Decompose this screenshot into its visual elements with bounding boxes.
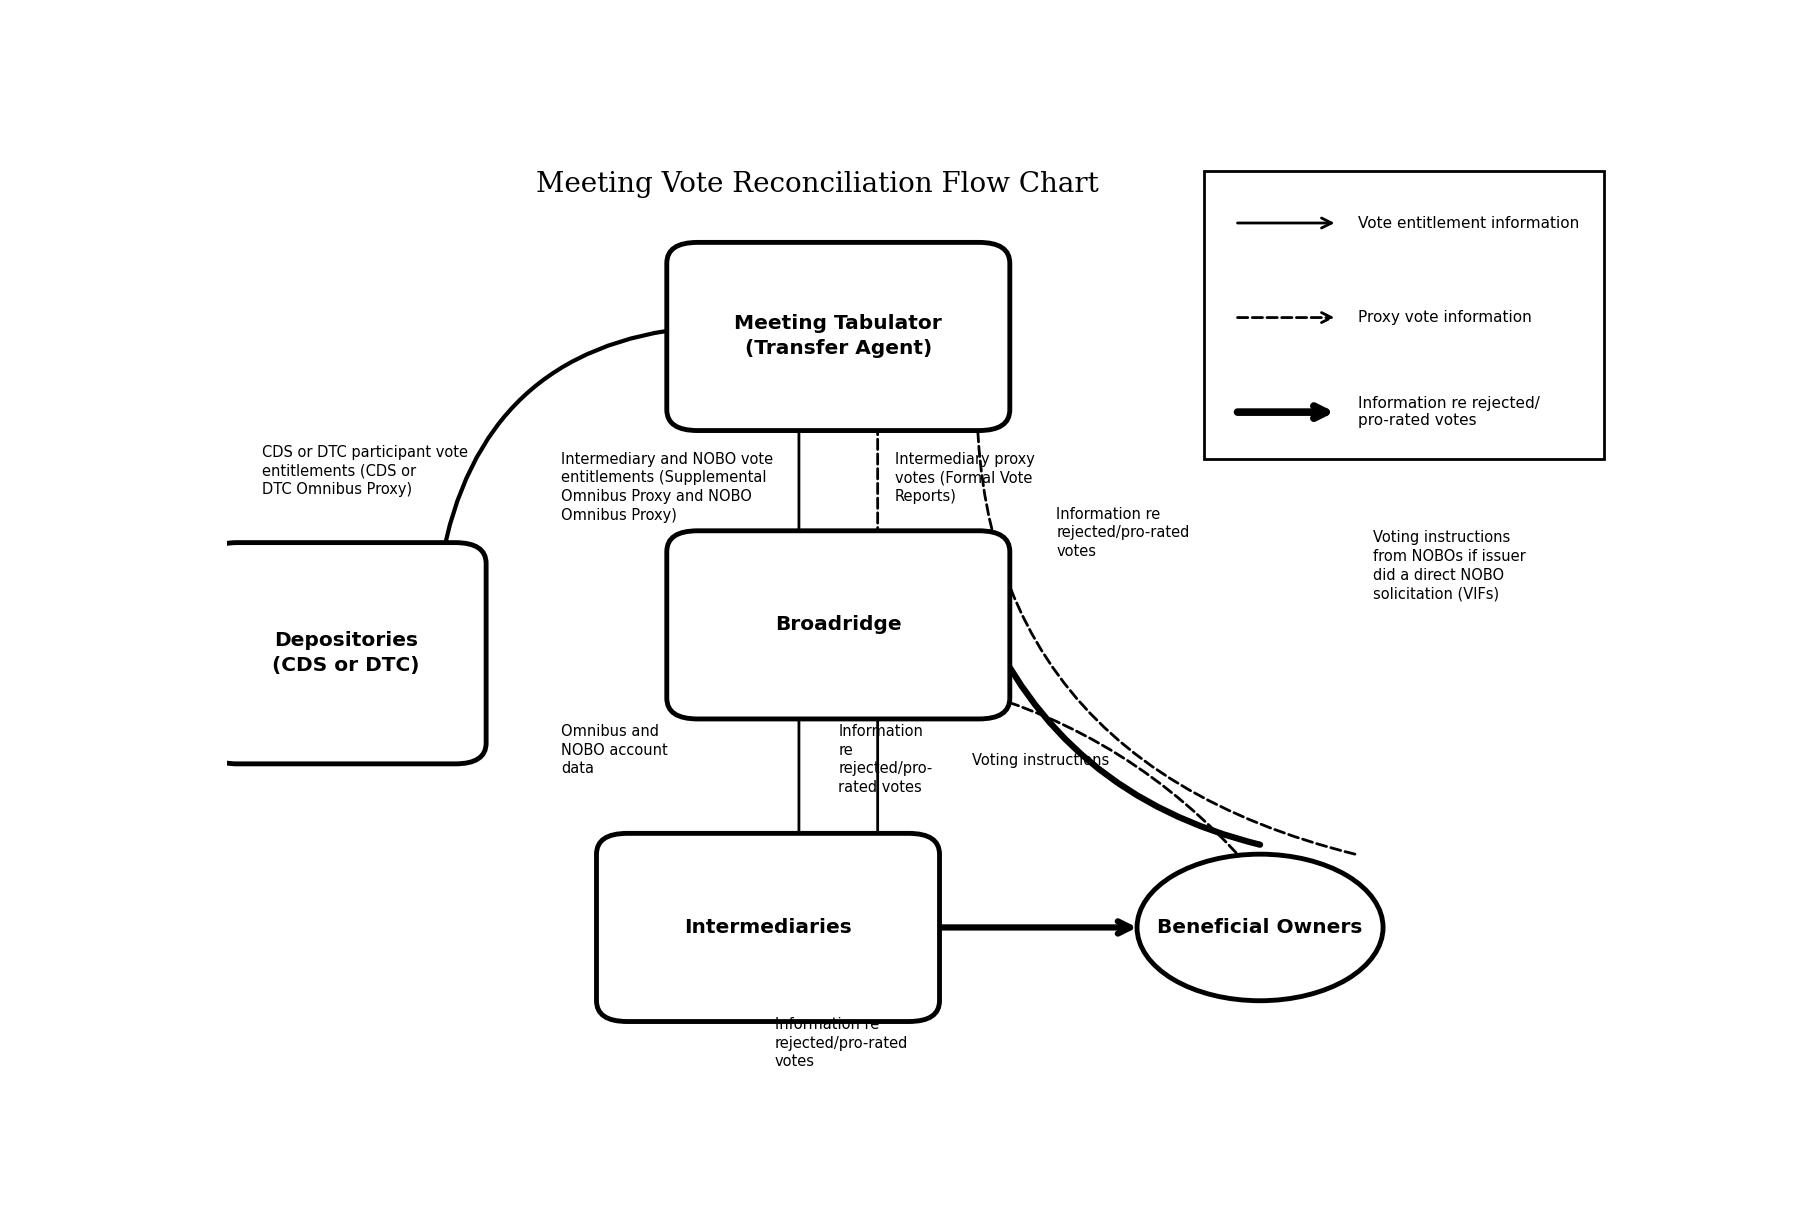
FancyArrowPatch shape	[1237, 219, 1331, 228]
FancyBboxPatch shape	[207, 543, 486, 764]
Text: Meeting Vote Reconciliation Flow Chart: Meeting Vote Reconciliation Flow Chart	[535, 171, 1099, 198]
Text: Voting instructions
from NOBOs if issuer
did a direct NOBO
solicitation (VIFs): Voting instructions from NOBOs if issuer…	[1373, 530, 1526, 602]
FancyBboxPatch shape	[597, 834, 940, 1022]
FancyBboxPatch shape	[668, 242, 1010, 431]
FancyArrowPatch shape	[909, 921, 1130, 933]
FancyArrowPatch shape	[1237, 406, 1326, 419]
FancyArrowPatch shape	[795, 699, 804, 851]
FancyArrowPatch shape	[972, 340, 1355, 855]
Text: Intermediaries: Intermediaries	[684, 919, 853, 937]
Text: Information re rejected/
pro-rated votes: Information re rejected/ pro-rated votes	[1359, 395, 1540, 429]
FancyArrowPatch shape	[873, 701, 883, 855]
Text: Information re
rejected/pro-rated
votes: Information re rejected/pro-rated votes	[1056, 507, 1190, 559]
Text: Proxy vote information: Proxy vote information	[1359, 309, 1533, 325]
FancyBboxPatch shape	[668, 530, 1010, 718]
Text: Information re
rejected/pro-rated
votes: Information re rejected/pro-rated votes	[775, 1017, 909, 1070]
Text: Meeting Tabulator
(Transfer Agent): Meeting Tabulator (Transfer Agent)	[735, 314, 941, 359]
FancyArrowPatch shape	[441, 323, 693, 564]
Text: Intermediary proxy
votes (Formal Vote
Reports): Intermediary proxy votes (Formal Vote Re…	[894, 452, 1034, 503]
Ellipse shape	[1137, 855, 1382, 1001]
Text: Depositories
(CDS or DTC): Depositories (CDS or DTC)	[272, 631, 421, 675]
Text: Voting instructions: Voting instructions	[972, 753, 1108, 768]
Text: Omnibus and
NOBO account
data: Omnibus and NOBO account data	[561, 725, 668, 776]
FancyArrowPatch shape	[873, 410, 883, 549]
Text: Vote entitlement information: Vote entitlement information	[1359, 215, 1580, 231]
FancyArrowPatch shape	[981, 613, 1261, 845]
Text: Beneficial Owners: Beneficial Owners	[1157, 919, 1362, 937]
Text: Broadridge: Broadridge	[775, 615, 902, 635]
FancyArrowPatch shape	[969, 688, 1246, 863]
FancyBboxPatch shape	[1204, 171, 1605, 459]
FancyArrowPatch shape	[795, 413, 804, 551]
Text: Information
re
rejected/pro-
rated votes: Information re rejected/pro- rated votes	[838, 725, 932, 795]
Text: Intermediary and NOBO vote
entitlements (Supplemental
Omnibus Proxy and NOBO
Omn: Intermediary and NOBO vote entitlements …	[561, 452, 773, 523]
FancyArrowPatch shape	[1237, 313, 1331, 323]
Text: CDS or DTC participant vote
entitlements (CDS or
DTC Omnibus Proxy): CDS or DTC participant vote entitlements…	[261, 446, 468, 497]
